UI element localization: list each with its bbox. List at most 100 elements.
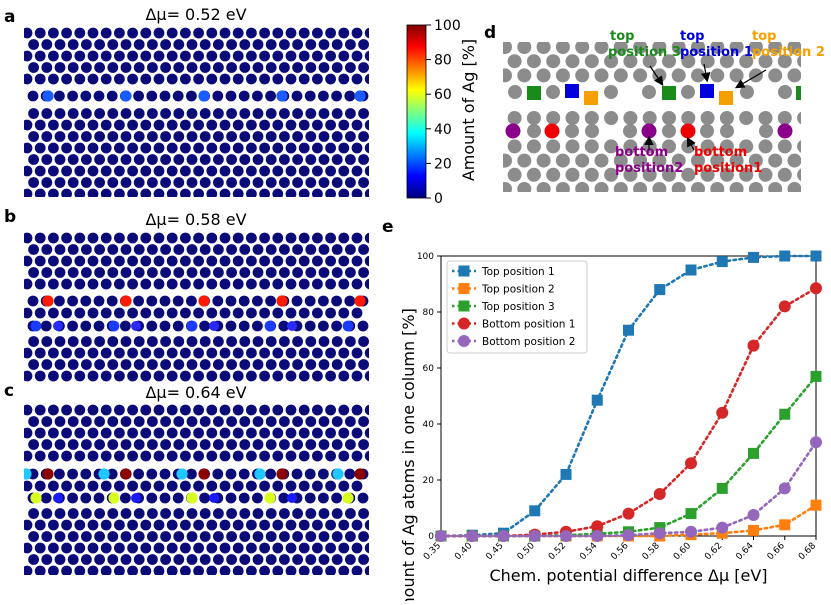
atom — [358, 177, 369, 188]
atom — [180, 73, 191, 85]
atom — [252, 267, 264, 278]
atom — [285, 50, 297, 62]
atom — [133, 108, 145, 119]
atom — [305, 62, 317, 73]
y-tick-label: 0 — [428, 532, 434, 542]
atom — [28, 62, 39, 73]
atom — [87, 480, 99, 492]
atom — [100, 73, 112, 85]
atom — [259, 404, 270, 416]
atom — [114, 480, 125, 492]
atom — [305, 359, 317, 370]
data-point — [528, 530, 541, 542]
grey-atom — [526, 111, 541, 125]
atom — [87, 142, 99, 154]
grey-atom — [671, 153, 686, 168]
grey-atom — [740, 85, 754, 99]
atom — [285, 542, 297, 554]
atom — [127, 450, 138, 462]
atom — [100, 480, 112, 492]
atom — [173, 108, 185, 119]
grey-atom — [768, 68, 783, 83]
atom — [100, 450, 112, 462]
atom — [239, 39, 251, 50]
atom — [358, 244, 369, 255]
legend-label: Top position 1 — [481, 266, 555, 278]
atom — [219, 427, 231, 439]
atom — [357, 492, 369, 504]
atom — [74, 480, 86, 492]
atom — [133, 416, 145, 427]
atom-map-a — [24, 27, 369, 197]
legend-label: Top position 3 — [481, 301, 555, 313]
atom — [351, 450, 363, 462]
atom — [364, 427, 369, 439]
atom — [312, 427, 323, 439]
atom — [285, 119, 297, 131]
atom — [193, 188, 204, 197]
atom — [120, 554, 132, 565]
atom — [54, 416, 66, 427]
atom — [114, 278, 125, 290]
ag-atom — [209, 321, 219, 331]
atom — [265, 336, 277, 347]
atom — [107, 416, 119, 427]
atom — [206, 370, 218, 382]
data-point — [622, 529, 635, 542]
atom — [74, 565, 86, 575]
grey-atom — [720, 124, 734, 138]
y-tick-label: 20 — [423, 476, 435, 486]
label-top3-line2: position 3 — [608, 45, 681, 60]
data-point — [778, 482, 791, 495]
atom — [246, 232, 257, 244]
atom — [34, 519, 46, 531]
legend-marker — [458, 265, 470, 277]
atom — [358, 508, 369, 519]
atom — [61, 427, 72, 439]
atom — [272, 307, 284, 319]
data-point — [560, 468, 572, 480]
atom — [298, 232, 310, 244]
atom — [74, 542, 86, 554]
grey-atom — [517, 153, 532, 168]
ag-atom — [209, 493, 219, 503]
atom — [48, 450, 59, 462]
data-point — [654, 284, 666, 296]
atom — [147, 554, 158, 565]
data-point — [435, 530, 447, 542]
atom — [87, 307, 99, 319]
grey-atom — [729, 42, 744, 54]
atom — [153, 347, 165, 359]
atom — [259, 480, 270, 492]
atom — [186, 177, 198, 188]
atom — [226, 508, 238, 519]
grey-atom — [729, 153, 744, 168]
atom — [304, 295, 316, 307]
legend-marker — [458, 283, 470, 294]
atom — [344, 90, 356, 102]
atom — [199, 554, 211, 565]
atom — [61, 450, 72, 462]
atom — [338, 519, 350, 531]
atom — [54, 508, 66, 519]
atom — [345, 554, 356, 565]
grey-atom — [604, 54, 619, 69]
atom — [193, 165, 205, 177]
atom — [87, 519, 99, 531]
atom — [166, 347, 178, 359]
atom — [292, 267, 303, 278]
atom — [61, 165, 72, 177]
atom — [199, 154, 211, 165]
atom — [279, 267, 290, 278]
atom — [160, 62, 172, 73]
atom — [226, 416, 238, 427]
atom — [259, 232, 270, 244]
atom — [219, 565, 231, 575]
atom — [265, 554, 277, 565]
data-point — [497, 530, 510, 542]
atom — [106, 468, 118, 480]
atom — [28, 244, 39, 255]
atom — [338, 565, 350, 575]
atom — [159, 320, 171, 332]
